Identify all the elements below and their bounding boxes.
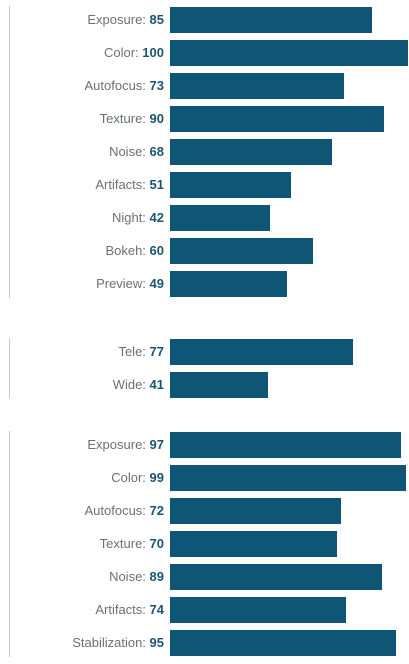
category-label: Exposure: 97 bbox=[87, 432, 164, 458]
category-name: Autofocus: bbox=[84, 78, 150, 93]
chart-row: Preview: 49 bbox=[0, 271, 409, 297]
value-label: 77 bbox=[149, 344, 164, 359]
bar bbox=[170, 465, 406, 491]
category-label: Bokeh: 60 bbox=[105, 238, 164, 264]
category-name: Texture: bbox=[99, 111, 150, 126]
bar bbox=[170, 564, 382, 590]
chart-row: Texture: 90 bbox=[0, 106, 409, 132]
category-label: Texture: 70 bbox=[100, 531, 164, 557]
category-label: Color: 100 bbox=[104, 40, 164, 66]
bar bbox=[170, 7, 372, 33]
value-label: 95 bbox=[149, 635, 164, 650]
chart-row: Noise: 68 bbox=[0, 139, 409, 165]
bar bbox=[170, 139, 332, 165]
category-name: Preview: bbox=[96, 276, 150, 291]
category-label: Artifacts: 51 bbox=[95, 172, 164, 198]
category-label: Tele: 77 bbox=[118, 339, 164, 365]
category-name: Stabilization: bbox=[72, 635, 150, 650]
category-name: Autofocus: bbox=[84, 503, 150, 518]
category-label: Autofocus: 72 bbox=[84, 498, 164, 524]
chart-row: Bokeh: 60 bbox=[0, 238, 409, 264]
bar bbox=[170, 630, 396, 656]
value-label: 42 bbox=[149, 210, 164, 225]
category-name: Night: bbox=[111, 210, 150, 225]
value-label: 73 bbox=[149, 78, 164, 93]
category-label: Texture: 90 bbox=[100, 106, 164, 132]
chart-row: Autofocus: 72 bbox=[0, 498, 409, 524]
category-label: Color: 99 bbox=[111, 465, 164, 491]
category-name: Color: bbox=[111, 470, 150, 485]
category-name: Wide: bbox=[112, 377, 150, 392]
bar bbox=[170, 531, 337, 557]
category-label: Preview: 49 bbox=[96, 271, 164, 297]
value-label: 68 bbox=[149, 144, 164, 159]
value-label: 49 bbox=[149, 276, 164, 291]
bar bbox=[170, 73, 344, 99]
category-name: Noise: bbox=[109, 569, 150, 584]
value-label: 72 bbox=[149, 503, 164, 518]
bar bbox=[170, 597, 346, 623]
category-name: Bokeh: bbox=[105, 243, 150, 258]
chart-row: Exposure: 85 bbox=[0, 7, 409, 33]
category-label: Wide: 41 bbox=[113, 372, 164, 398]
category-label: Artifacts: 74 bbox=[95, 597, 164, 623]
chart-row: Autofocus: 73 bbox=[0, 73, 409, 99]
chart-row: Tele: 77 bbox=[0, 339, 409, 365]
chart-row: Artifacts: 74 bbox=[0, 597, 409, 623]
category-label: Noise: 89 bbox=[109, 564, 164, 590]
category-label: Stabilization: 95 bbox=[72, 630, 164, 656]
value-label: 85 bbox=[149, 12, 164, 27]
value-label: 70 bbox=[149, 536, 164, 551]
value-label: 41 bbox=[149, 377, 164, 392]
chart-row: Texture: 70 bbox=[0, 531, 409, 557]
bar bbox=[170, 271, 287, 297]
bar bbox=[170, 372, 268, 398]
group-separator-line bbox=[9, 6, 10, 298]
bar bbox=[170, 432, 401, 458]
value-label: 97 bbox=[149, 437, 164, 452]
bar bbox=[170, 498, 341, 524]
category-label: Noise: 68 bbox=[109, 139, 164, 165]
value-label: 100 bbox=[142, 45, 164, 60]
value-label: 51 bbox=[149, 177, 164, 192]
chart-row: Exposure: 97 bbox=[0, 432, 409, 458]
chart-row: Noise: 89 bbox=[0, 564, 409, 590]
category-name: Noise: bbox=[109, 144, 150, 159]
bar bbox=[170, 205, 270, 231]
bar bbox=[170, 106, 384, 132]
category-label: Exposure: 85 bbox=[87, 7, 164, 33]
group-separator-line bbox=[9, 431, 10, 657]
bar bbox=[170, 172, 291, 198]
category-label: Night: 42 bbox=[112, 205, 164, 231]
chart-row: Artifacts: 51 bbox=[0, 172, 409, 198]
bar bbox=[170, 339, 353, 365]
category-name: Exposure: bbox=[87, 437, 150, 452]
value-label: 89 bbox=[149, 569, 164, 584]
value-label: 99 bbox=[149, 470, 164, 485]
category-name: Exposure: bbox=[87, 12, 150, 27]
category-label: Autofocus: 73 bbox=[84, 73, 164, 99]
bar bbox=[170, 40, 408, 66]
value-label: 60 bbox=[149, 243, 164, 258]
chart-row: Color: 99 bbox=[0, 465, 409, 491]
category-name: Tele: bbox=[118, 344, 150, 359]
chart-row: Stabilization: 95 bbox=[0, 630, 409, 656]
category-name: Texture: bbox=[99, 536, 150, 551]
chart-row: Wide: 41 bbox=[0, 372, 409, 398]
group-separator-line bbox=[9, 338, 10, 399]
chart-row: Night: 42 bbox=[0, 205, 409, 231]
bar bbox=[170, 238, 313, 264]
category-name: Artifacts: bbox=[95, 602, 150, 617]
value-label: 74 bbox=[149, 602, 164, 617]
category-name: Color: bbox=[104, 45, 143, 60]
category-name: Artifacts: bbox=[95, 177, 150, 192]
value-label: 90 bbox=[149, 111, 164, 126]
chart-row: Color: 100 bbox=[0, 40, 409, 66]
